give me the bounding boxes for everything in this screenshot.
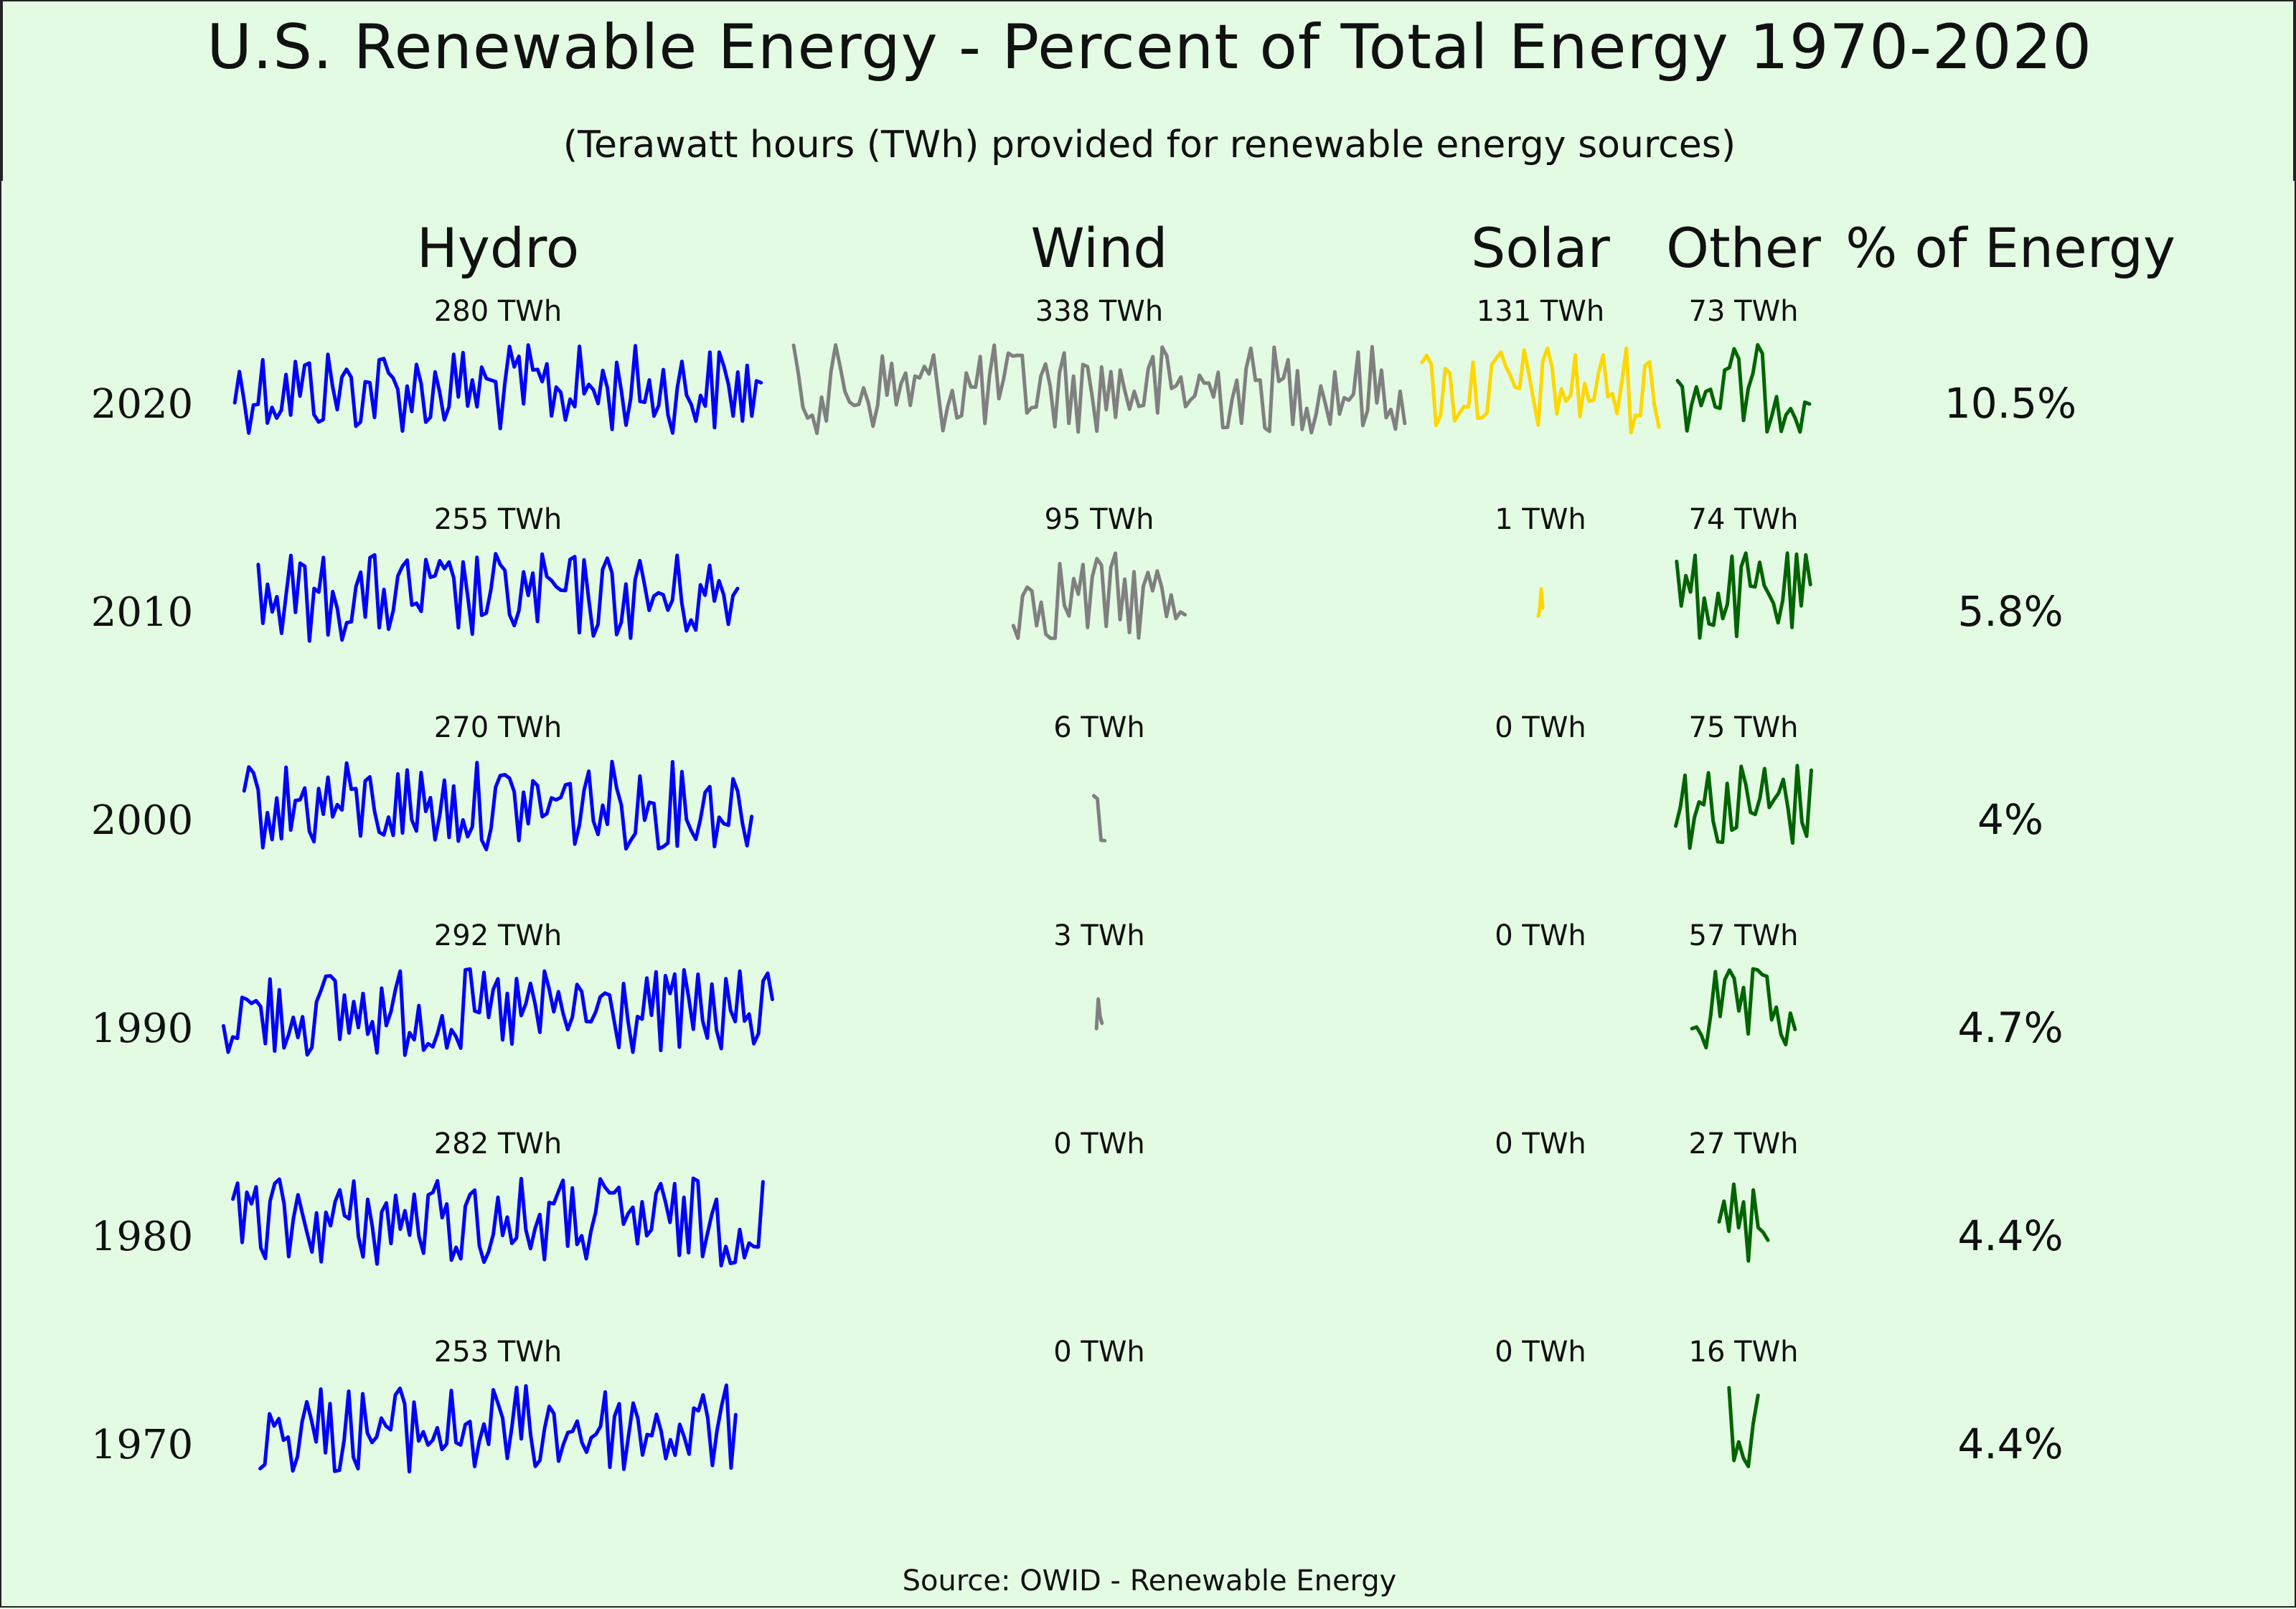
energy-squiggle-hydro [256, 552, 740, 643]
row-year-label: 2010 [91, 589, 194, 636]
energy-squiggle-solar [1420, 346, 1661, 435]
percent-of-energy-value: 4.4% [1957, 1420, 2063, 1468]
value-label-hydro: 292 TWh [434, 919, 562, 952]
value-label-wind: 0 TWh [1053, 1127, 1145, 1160]
energy-squiggle-wind [1091, 794, 1107, 843]
source-note: Source: OWID - Renewable Energy [902, 1565, 1397, 1598]
value-label-other: 16 TWh [1689, 1336, 1799, 1369]
column-header-other: Other [1666, 216, 1822, 280]
column-header-solar: Solar [1471, 216, 1610, 280]
chart-title: U.S. Renewable Energy - Percent of Total… [207, 11, 2092, 83]
value-label-hydro: 270 TWh [434, 711, 562, 744]
value-label-other: 73 TWh [1689, 295, 1799, 328]
row-year-label: 2020 [91, 381, 194, 428]
value-label-other: 57 TWh [1689, 919, 1799, 952]
row-year-label: 1990 [91, 1005, 194, 1052]
row-year-label: 2000 [91, 797, 194, 844]
percent-of-energy-value: 5.8% [1957, 587, 2063, 636]
percent-of-energy-value: 4.7% [1957, 1003, 2063, 1052]
value-label-hydro: 282 TWh [434, 1127, 562, 1160]
column-header-of-energy: % of Energy [1845, 216, 2175, 280]
energy-squiggle-wind [1011, 551, 1187, 640]
row-year-label: 1980 [91, 1214, 194, 1260]
energy-squiggle-other [1675, 343, 1812, 434]
value-label-wind: 6 TWh [1053, 711, 1145, 744]
value-label-hydro: 255 TWh [434, 503, 562, 536]
column-header-wind: Wind [1030, 216, 1167, 280]
energy-squiggle-wind [791, 343, 1407, 436]
energy-squiggle-other [1675, 551, 1812, 640]
percent-of-energy-value: 4.4% [1957, 1211, 2063, 1260]
value-label-hydro: 280 TWh [434, 295, 562, 328]
column-header-hydro: Hydro [417, 216, 579, 280]
value-label-solar: 1 TWh [1495, 503, 1586, 536]
energy-squiggle-other [1717, 1182, 1770, 1263]
energy-squiggle-hydro [232, 343, 763, 435]
percent-of-energy-value: 4% [1977, 795, 2043, 844]
value-label-wind: 0 TWh [1053, 1336, 1145, 1369]
energy-squiggle-hydro [258, 1383, 738, 1474]
value-label-wind: 338 TWh [1035, 295, 1163, 328]
energy-squiggle-wind [1094, 997, 1104, 1031]
value-label-solar: 131 TWh [1477, 295, 1604, 328]
row-year-label: 1970 [91, 1422, 194, 1468]
right-edge-tick [2293, 1, 2295, 181]
value-label-solar: 0 TWh [1495, 919, 1586, 952]
left-edge-tick [1, 1, 3, 181]
value-label-solar: 0 TWh [1495, 1336, 1586, 1369]
energy-squiggle-hydro [222, 967, 774, 1057]
energy-squiggle-other [1674, 764, 1813, 850]
value-label-wind: 3 TWh [1053, 919, 1145, 952]
value-label-other: 74 TWh [1689, 503, 1799, 536]
value-label-other: 75 TWh [1689, 711, 1799, 744]
energy-squiggle-hydro [242, 759, 754, 852]
value-label-hydro: 253 TWh [434, 1336, 562, 1369]
energy-squiggle-other [1690, 967, 1797, 1050]
value-label-solar: 0 TWh [1495, 711, 1586, 744]
value-label-wind: 95 TWh [1045, 503, 1154, 536]
value-label-other: 27 TWh [1689, 1127, 1799, 1160]
chart-subtitle: (Terawatt hours (TWh) provided for renew… [563, 123, 1736, 166]
percent-of-energy-value: 10.5% [1944, 379, 2076, 428]
energy-squiggle-other [1727, 1386, 1760, 1468]
energy-squiggle-hydro [231, 1176, 765, 1267]
energy-squiggle-solar [1536, 587, 1545, 618]
value-label-solar: 0 TWh [1495, 1127, 1586, 1160]
